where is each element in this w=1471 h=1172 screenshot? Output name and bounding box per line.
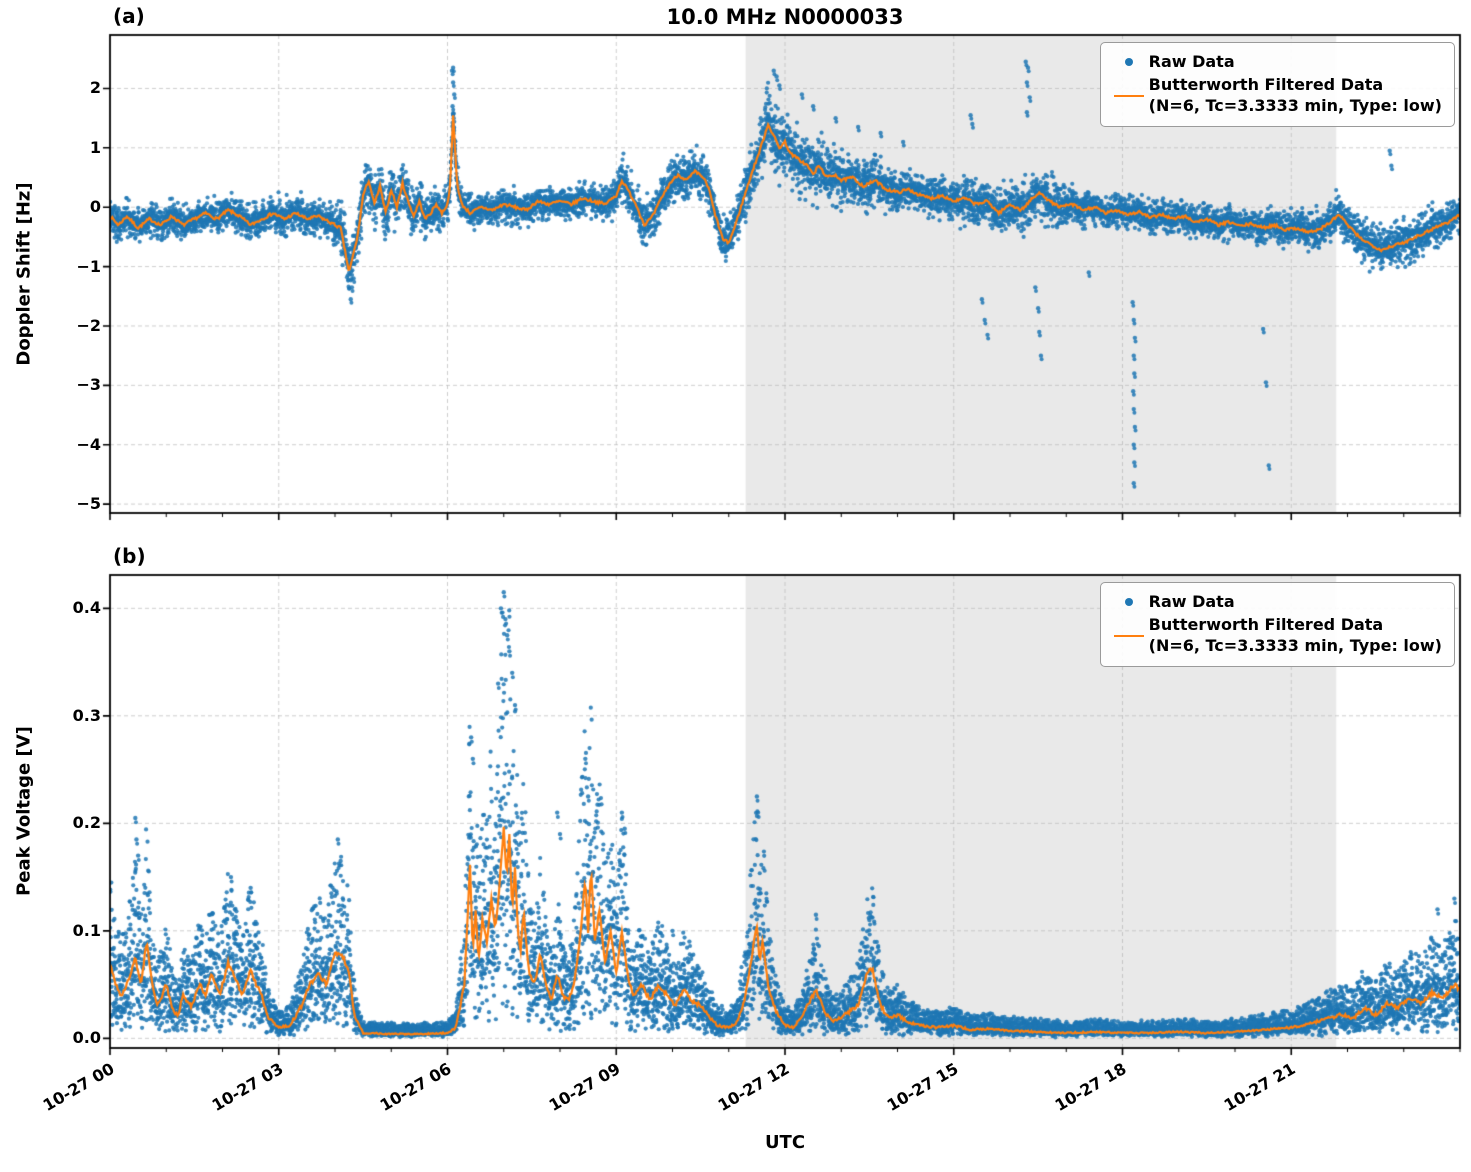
panel-b-ytick-label: 0.0 bbox=[72, 1028, 101, 1048]
panel-a-ytick-label: 0 bbox=[89, 197, 101, 217]
panel-a-ytick-label: −3 bbox=[76, 375, 101, 395]
filtered-data-sublabel: (N=6, Tc=3.3333 min, Type: low) bbox=[1148, 635, 1442, 655]
panel-a-ytick-label: 2 bbox=[89, 78, 101, 98]
panel-b-label: (b) bbox=[113, 544, 146, 568]
panel-b-ytick-label: 0.4 bbox=[72, 598, 101, 618]
panel-b-ytick-label: 0.2 bbox=[72, 813, 101, 833]
legend-entry-filtered-data: Butterworth Filtered Data (N=6, Tc=3.333… bbox=[1109, 75, 1442, 117]
legend-entry-filtered-data: Butterworth Filtered Data (N=6, Tc=3.333… bbox=[1109, 615, 1442, 657]
chart-title: 10.0 MHz N0000033 bbox=[666, 5, 904, 29]
panel-a-ytick-label: −2 bbox=[76, 315, 101, 335]
filtered-data-label: Butterworth Filtered Data bbox=[1148, 614, 1384, 634]
panel-b-legend: Raw Data Butterworth Filtered Data (N=6,… bbox=[1099, 582, 1455, 668]
panel-a-ytick-label: −1 bbox=[76, 256, 101, 276]
panel-a-ytick-label: −4 bbox=[76, 434, 101, 454]
filtered-line-marker-icon bbox=[1113, 634, 1144, 637]
legend-entry-raw-data: Raw Data bbox=[1109, 52, 1442, 73]
x-axis-label: UTC bbox=[764, 1132, 806, 1153]
panel-a-ytick-label: 1 bbox=[89, 137, 101, 157]
filtered-data-sublabel: (N=6, Tc=3.3333 min, Type: low) bbox=[1148, 95, 1442, 115]
legend-entry-raw-data: Raw Data bbox=[1109, 592, 1442, 613]
panel-a-ytick-label: −5 bbox=[76, 494, 101, 514]
panel-b-ytick-label: 0.3 bbox=[72, 705, 101, 725]
panel-b-ylabel: Peak Voltage [V] bbox=[13, 726, 35, 896]
panel-a-legend: Raw Data Butterworth Filtered Data (N=6,… bbox=[1099, 42, 1455, 128]
raw-data-label: Raw Data bbox=[1148, 592, 1235, 611]
panel-a-label: (a) bbox=[113, 4, 145, 28]
filtered-line-marker-icon bbox=[1113, 94, 1144, 97]
raw-data-label: Raw Data bbox=[1148, 52, 1235, 71]
filtered-data-label: Butterworth Filtered Data bbox=[1148, 74, 1384, 94]
panel-a-ylabel: Doppler Shift [Hz] bbox=[13, 182, 35, 366]
raw-data-marker-icon bbox=[1124, 58, 1133, 67]
raw-data-marker-icon bbox=[1124, 598, 1133, 607]
panel-b-ytick-label: 0.1 bbox=[72, 920, 101, 940]
